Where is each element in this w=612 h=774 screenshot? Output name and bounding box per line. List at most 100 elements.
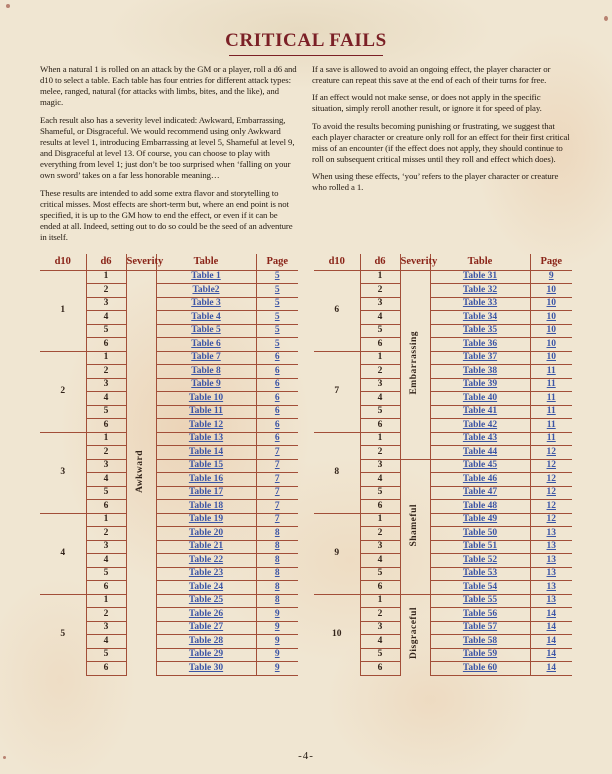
page-link[interactable]: 10 (546, 311, 557, 322)
page-link[interactable]: 7 (274, 487, 280, 498)
page-link[interactable]: 8 (274, 554, 280, 565)
table-link[interactable]: Table 27 (188, 622, 224, 633)
table-link[interactable]: Table 11 (189, 406, 223, 417)
table-link[interactable]: Table 30 (188, 662, 224, 673)
table-link[interactable]: Table 45 (462, 460, 498, 471)
table-link[interactable]: Table 40 (462, 392, 498, 403)
page-link[interactable]: 10 (546, 284, 557, 295)
table-link[interactable]: Table 28 (188, 635, 224, 646)
table-link[interactable]: Table 6 (191, 338, 221, 349)
table-link[interactable]: Table 36 (462, 338, 498, 349)
page-link[interactable]: 12 (546, 473, 557, 484)
page-link[interactable]: 5 (274, 325, 280, 336)
table-link[interactable]: Table 41 (462, 406, 498, 417)
page-link[interactable]: 9 (274, 622, 280, 633)
table-link[interactable]: Table 26 (188, 608, 224, 619)
table-link[interactable]: Table 42 (462, 419, 498, 430)
page-link[interactable]: 14 (546, 622, 557, 633)
table-link[interactable]: Table 17 (188, 487, 224, 498)
page-link[interactable]: 8 (274, 568, 280, 579)
page-link[interactable]: 13 (546, 595, 557, 606)
page-link[interactable]: 13 (546, 554, 557, 565)
table-link[interactable]: Table 59 (462, 649, 498, 660)
table-link[interactable]: Table 44 (462, 446, 498, 457)
table-link[interactable]: Table 9 (191, 379, 221, 390)
page-link[interactable]: 7 (274, 500, 280, 511)
page-link[interactable]: 9 (274, 649, 280, 660)
page-link[interactable]: 11 (546, 433, 556, 444)
page-link[interactable]: 9 (274, 635, 280, 646)
page-link[interactable]: 8 (274, 595, 280, 606)
page-link[interactable]: 11 (546, 392, 556, 403)
page-link[interactable]: 6 (274, 433, 280, 444)
table-link[interactable]: Table 21 (188, 541, 224, 552)
page-link[interactable]: 13 (546, 581, 557, 592)
page-link[interactable]: 8 (274, 541, 280, 552)
page-link[interactable]: 5 (274, 338, 280, 349)
page-link[interactable]: 5 (274, 298, 280, 309)
table-link[interactable]: Table 14 (188, 446, 224, 457)
table-link[interactable]: Table 60 (462, 662, 498, 673)
table-link[interactable]: Table 24 (188, 581, 224, 592)
table-link[interactable]: Table 8 (191, 365, 221, 376)
table-link[interactable]: Table 57 (462, 622, 498, 633)
table-link[interactable]: Table 54 (462, 581, 498, 592)
page-link[interactable]: 9 (274, 662, 280, 673)
table-link[interactable]: Table 4 (191, 311, 221, 322)
table-link[interactable]: Table 34 (462, 311, 498, 322)
table-link[interactable]: Table 7 (191, 352, 221, 363)
page-link[interactable]: 11 (546, 379, 556, 390)
table-link[interactable]: Table 43 (462, 433, 498, 444)
table-link[interactable]: Table 38 (462, 365, 498, 376)
page-link[interactable]: 6 (274, 365, 280, 376)
table-link[interactable]: Table 47 (462, 487, 498, 498)
table-link[interactable]: Table 19 (188, 514, 224, 525)
page-link[interactable]: 7 (274, 460, 280, 471)
page-link[interactable]: 5 (274, 311, 280, 322)
page-link[interactable]: 10 (546, 352, 557, 363)
page-link[interactable]: 12 (546, 500, 557, 511)
page-link[interactable]: 14 (546, 608, 557, 619)
table-link[interactable]: Table 29 (188, 649, 224, 660)
page-link[interactable]: 13 (546, 541, 557, 552)
table-link[interactable]: Table 13 (188, 433, 224, 444)
table-link[interactable]: Table 48 (462, 500, 498, 511)
table-link[interactable]: Table 1 (191, 271, 221, 282)
table-link[interactable]: Table 55 (462, 595, 498, 606)
page-link[interactable]: 14 (546, 649, 557, 660)
page-link[interactable]: 7 (274, 473, 280, 484)
page-link[interactable]: 10 (546, 338, 557, 349)
table-link[interactable]: Table 32 (462, 284, 498, 295)
page-link[interactable]: 8 (274, 527, 280, 538)
table-link[interactable]: Table 3 (191, 298, 221, 309)
page-link[interactable]: 7 (274, 446, 280, 457)
page-link[interactable]: 9 (274, 608, 280, 619)
page-link[interactable]: 11 (546, 365, 556, 376)
page-link[interactable]: 8 (274, 581, 280, 592)
table-link[interactable]: Table 15 (188, 460, 224, 471)
page-link[interactable]: 12 (546, 487, 557, 498)
table-link[interactable]: Table 22 (188, 554, 224, 565)
table-link[interactable]: Table 16 (188, 473, 224, 484)
table-link[interactable]: Table 58 (462, 635, 498, 646)
page-link[interactable]: 14 (546, 635, 557, 646)
page-link[interactable]: 12 (546, 446, 557, 457)
page-link[interactable]: 5 (274, 271, 280, 282)
table-link[interactable]: Table 18 (188, 500, 224, 511)
page-link[interactable]: 6 (274, 406, 280, 417)
table-link[interactable]: Table 33 (462, 298, 498, 309)
page-link[interactable]: 13 (546, 527, 557, 538)
page-link[interactable]: 5 (274, 284, 280, 295)
table-link[interactable]: Table 23 (188, 568, 224, 579)
page-link[interactable]: 12 (546, 460, 557, 471)
page-link[interactable]: 7 (274, 514, 280, 525)
page-link[interactable]: 6 (274, 352, 280, 363)
page-link[interactable]: 12 (546, 514, 557, 525)
table-link[interactable]: Table 25 (188, 595, 224, 606)
table-link[interactable]: Table2 (192, 284, 220, 295)
table-link[interactable]: Table 31 (462, 271, 498, 282)
page-link[interactable]: 6 (274, 419, 280, 430)
page-link[interactable]: 14 (546, 662, 557, 673)
table-link[interactable]: Table 53 (462, 568, 498, 579)
table-link[interactable]: Table 10 (188, 392, 224, 403)
